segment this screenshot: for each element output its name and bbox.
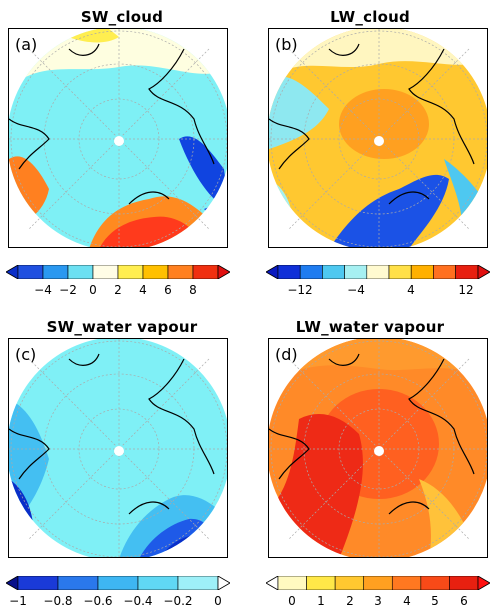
colorbar-right-arrow bbox=[477, 265, 490, 279]
panel-label: (b) bbox=[275, 35, 298, 54]
coastlines bbox=[9, 43, 215, 205]
tick-label: 0 bbox=[288, 594, 296, 608]
pole-marker bbox=[114, 446, 124, 456]
tick-label: 8 bbox=[189, 283, 197, 297]
graticule bbox=[9, 29, 227, 247]
colorbar-segments bbox=[277, 265, 479, 279]
colorbar bbox=[6, 265, 230, 279]
colorbar-ticks: −12 −4 4 12 bbox=[266, 283, 490, 299]
tick-label: −12 bbox=[287, 283, 313, 297]
colorbar-ticks: −1 −0.8 −0.6 −0.4 −0.2 0 bbox=[6, 594, 230, 610]
tick-label: −4 bbox=[34, 283, 52, 297]
tick-label: −0.8 bbox=[43, 594, 73, 608]
tick-label: −4 bbox=[347, 283, 365, 297]
colorbar-right-arrow bbox=[217, 576, 230, 590]
tick-label: 0 bbox=[89, 283, 97, 297]
colorbar-segments bbox=[277, 576, 479, 590]
tick-label: 2 bbox=[114, 283, 122, 297]
center-region bbox=[339, 89, 429, 159]
tick-label: 6 bbox=[164, 283, 172, 297]
tick-label: 1 bbox=[317, 594, 325, 608]
panel-label: (c) bbox=[15, 345, 37, 364]
panel-title: LW_cloud bbox=[330, 8, 410, 26]
coastlines bbox=[9, 353, 215, 515]
colorbar-segments bbox=[17, 576, 219, 590]
colorbar-ticks: −4 −2 0 2 4 6 8 bbox=[6, 283, 230, 299]
colorbar-left-arrow bbox=[266, 265, 279, 279]
tick-label: 0 bbox=[214, 594, 222, 608]
cold-region bbox=[179, 136, 227, 209]
map-frame: (d) bbox=[268, 338, 488, 558]
panel-label: (a) bbox=[15, 35, 38, 54]
tick-label: 4 bbox=[139, 283, 147, 297]
graticule bbox=[269, 29, 487, 247]
coastlines bbox=[269, 43, 475, 205]
tick-label: 4 bbox=[403, 594, 411, 608]
coastlines bbox=[269, 353, 475, 515]
map-frame: (a) bbox=[8, 28, 228, 248]
panel-title: SW_cloud bbox=[80, 8, 164, 26]
polar-map bbox=[269, 339, 487, 557]
colorbar-left-arrow bbox=[266, 576, 279, 590]
tick-label: 5 bbox=[431, 594, 439, 608]
graticule bbox=[9, 339, 227, 557]
tick-label: 12 bbox=[458, 283, 474, 297]
colorbar bbox=[266, 265, 490, 279]
tick-label: −0.2 bbox=[163, 594, 193, 608]
colorbar-ticks: 0 1 2 3 4 5 6 bbox=[266, 594, 490, 610]
tick-label: 6 bbox=[460, 594, 468, 608]
panel-title: LW_water vapour bbox=[295, 318, 445, 336]
colorbar-segments bbox=[17, 265, 219, 279]
tick-label: −0.6 bbox=[83, 594, 113, 608]
pole-marker bbox=[114, 136, 124, 146]
tick-label: −1 bbox=[9, 594, 27, 608]
tick-label: −2 bbox=[59, 283, 77, 297]
tick-label: 4 bbox=[407, 283, 415, 297]
polar-map bbox=[9, 339, 227, 557]
polar-map bbox=[9, 29, 227, 247]
panel-label: (d) bbox=[275, 345, 298, 364]
graticule bbox=[269, 339, 487, 557]
north-yellow bbox=[49, 29, 119, 43]
light-region bbox=[269, 76, 329, 149]
colorbar-right-arrow bbox=[477, 576, 490, 590]
tick-label: 3 bbox=[374, 594, 382, 608]
map-frame: (b) bbox=[268, 28, 488, 248]
tick-label: 2 bbox=[346, 594, 354, 608]
colorbar-left-arrow bbox=[6, 576, 19, 590]
tick-label: −0.4 bbox=[123, 594, 153, 608]
north-band bbox=[9, 29, 227, 89]
polar-map bbox=[269, 29, 487, 247]
colorbar bbox=[266, 576, 490, 590]
colorbar bbox=[6, 576, 230, 590]
panel-title: SW_water vapour bbox=[46, 318, 198, 336]
colorbar-right-arrow bbox=[217, 265, 230, 279]
pole-marker bbox=[374, 136, 384, 146]
map-frame: (c) bbox=[8, 338, 228, 558]
pole-marker bbox=[374, 446, 384, 456]
colorbar-left-arrow bbox=[6, 265, 19, 279]
